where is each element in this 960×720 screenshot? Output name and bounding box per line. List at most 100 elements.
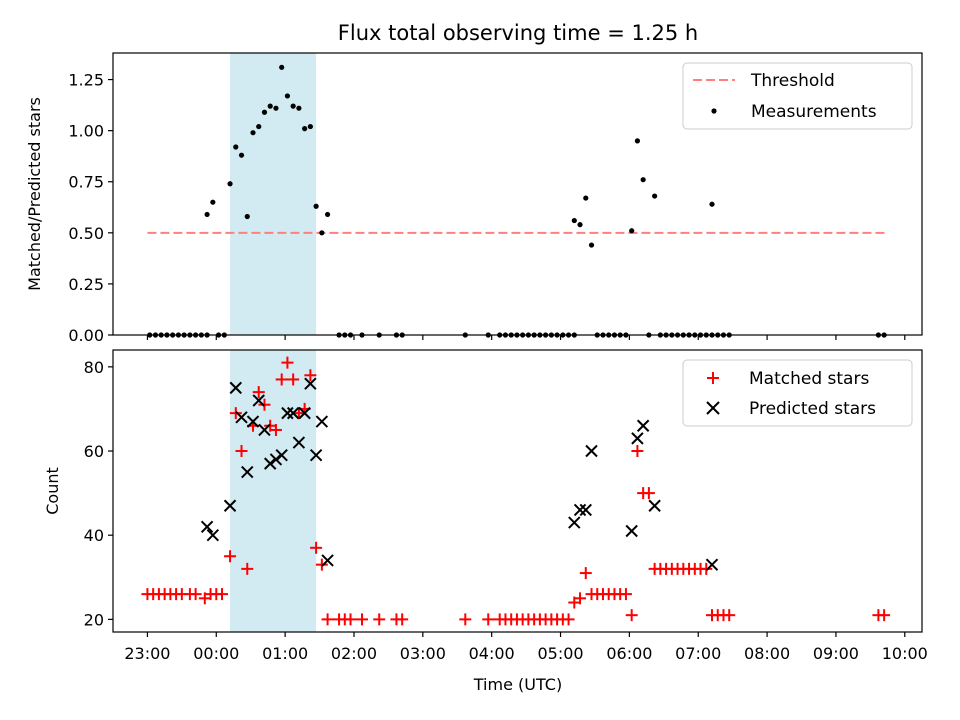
predicted-star-point bbox=[206, 528, 220, 542]
measurement-point bbox=[302, 126, 308, 132]
top-x-ticks bbox=[146, 335, 906, 340]
matched-legend-label: Matched stars bbox=[749, 369, 869, 389]
predicted-star-point bbox=[636, 419, 650, 432]
matched-star-point bbox=[275, 373, 288, 386]
measurement-point bbox=[250, 130, 256, 136]
bottom-legend-box bbox=[682, 359, 913, 427]
measurement-point bbox=[233, 144, 239, 150]
matched-star-point bbox=[482, 613, 495, 626]
predicted-star-point bbox=[241, 465, 254, 479]
predicted-star-point bbox=[258, 423, 271, 437]
predicted-star-point bbox=[573, 503, 587, 517]
y-tick-label: 0.00 bbox=[68, 326, 104, 345]
predicted-star-point bbox=[705, 558, 719, 571]
matched-star-point bbox=[235, 445, 248, 458]
measurement-point bbox=[307, 123, 313, 130]
predicted-star-point bbox=[315, 415, 329, 428]
measurement-point bbox=[571, 217, 577, 224]
x-tick-label: 23:00 bbox=[124, 644, 170, 663]
y-tick-label: 20 bbox=[84, 610, 104, 629]
bottom-panel: 20 40 60 80 23:00 00:00 01:00 02:00 03:00 04:00 0… bbox=[43, 349, 928, 694]
predicted-star-point bbox=[585, 444, 598, 458]
predicted-star-point bbox=[269, 453, 283, 466]
top-panel: 0.00 0.25 0.50 0.75 1.00 1.25 Matched/Predict… bbox=[25, 52, 923, 345]
x-tick-label: 09:00 bbox=[813, 644, 859, 663]
y-tick-label: 80 bbox=[84, 358, 104, 377]
predicted-star-point bbox=[648, 499, 661, 512]
x-tick-label: 05:00 bbox=[537, 644, 583, 663]
predicted-star-point bbox=[568, 516, 581, 529]
matched-star-point bbox=[878, 609, 891, 622]
x-tick-label: 03:00 bbox=[400, 644, 446, 663]
measurement-point bbox=[227, 181, 233, 187]
predicted-legend-swatch bbox=[706, 401, 720, 415]
matched-star-point bbox=[281, 356, 294, 369]
measurement-point bbox=[256, 123, 262, 130]
matched-star-points bbox=[141, 356, 891, 626]
matched-star-point bbox=[304, 369, 317, 382]
measurement-point bbox=[313, 203, 319, 209]
predicted-star-point bbox=[286, 406, 300, 420]
predicted-star-point bbox=[252, 394, 265, 407]
matched-star-point bbox=[356, 613, 369, 626]
x-tick-label: 06:00 bbox=[606, 644, 652, 663]
matched-star-point bbox=[315, 558, 328, 571]
matched-star-point bbox=[241, 562, 254, 575]
measurements-legend-swatch bbox=[711, 108, 717, 114]
measurement-point bbox=[244, 213, 250, 220]
matched-star-point bbox=[252, 386, 265, 399]
measurement-point bbox=[238, 152, 245, 158]
matched-star-point bbox=[723, 609, 736, 622]
predicted-star-point bbox=[298, 406, 311, 420]
x-tick-label: 02:00 bbox=[331, 644, 377, 663]
predicted-star-point bbox=[304, 377, 317, 390]
matched-star-point bbox=[216, 588, 229, 601]
measurement-point bbox=[261, 109, 268, 115]
measurement-point bbox=[640, 177, 646, 183]
y-tick-label: 1.25 bbox=[68, 71, 104, 90]
measurements-legend-label: Measurements bbox=[751, 102, 877, 122]
matched-star-point bbox=[562, 613, 575, 626]
predicted-star-points bbox=[200, 377, 719, 571]
matched-star-point bbox=[310, 541, 323, 554]
measurement-point bbox=[273, 105, 279, 111]
x-tick-label: 00:00 bbox=[193, 644, 239, 663]
matched-star-point bbox=[459, 613, 472, 626]
top-shaded-interval bbox=[230, 53, 317, 335]
predicted-star-point bbox=[235, 411, 248, 424]
predicted-star-point bbox=[264, 457, 277, 470]
bottom-y-ticks: 20 40 60 80 bbox=[84, 358, 113, 629]
y-tick-label: 60 bbox=[84, 442, 104, 461]
matched-star-point bbox=[258, 398, 271, 411]
matched-star-point bbox=[619, 588, 632, 601]
measurement-point bbox=[583, 195, 589, 201]
chart-title: Flux total observing time = 1.25 h bbox=[338, 21, 698, 45]
matched-star-point bbox=[574, 592, 587, 605]
predicted-star-point bbox=[309, 449, 323, 462]
matched-star-point bbox=[344, 613, 357, 626]
predicted-legend-label: Predicted stars bbox=[749, 399, 876, 419]
bottom-y-axis-label: Count bbox=[43, 467, 62, 515]
predicted-star-point bbox=[246, 415, 260, 428]
measurement-point bbox=[210, 199, 216, 205]
measurement-point bbox=[629, 228, 635, 234]
bottom-axes-frame bbox=[112, 349, 923, 633]
measurement-point bbox=[324, 211, 331, 218]
predicted-star-point bbox=[200, 520, 214, 533]
predicted-star-point bbox=[579, 503, 592, 517]
x-tick-label: 01:00 bbox=[262, 644, 308, 663]
threshold-legend-label: Threshold bbox=[750, 71, 835, 91]
matched-star-point bbox=[631, 445, 644, 458]
y-tick-label: 1.00 bbox=[68, 122, 104, 141]
predicted-star-point bbox=[625, 524, 638, 538]
matched-legend-swatch bbox=[707, 372, 719, 384]
y-tick-label: 0.50 bbox=[68, 224, 104, 243]
top-axes-frame bbox=[112, 52, 923, 336]
measurement-point bbox=[290, 103, 296, 109]
measurement-point bbox=[588, 242, 595, 248]
predicted-star-point bbox=[292, 436, 306, 449]
x-tick-label: 07:00 bbox=[675, 644, 721, 663]
measurement-point bbox=[296, 105, 302, 111]
matched-star-point bbox=[287, 373, 300, 386]
y-tick-label: 0.25 bbox=[68, 275, 104, 294]
